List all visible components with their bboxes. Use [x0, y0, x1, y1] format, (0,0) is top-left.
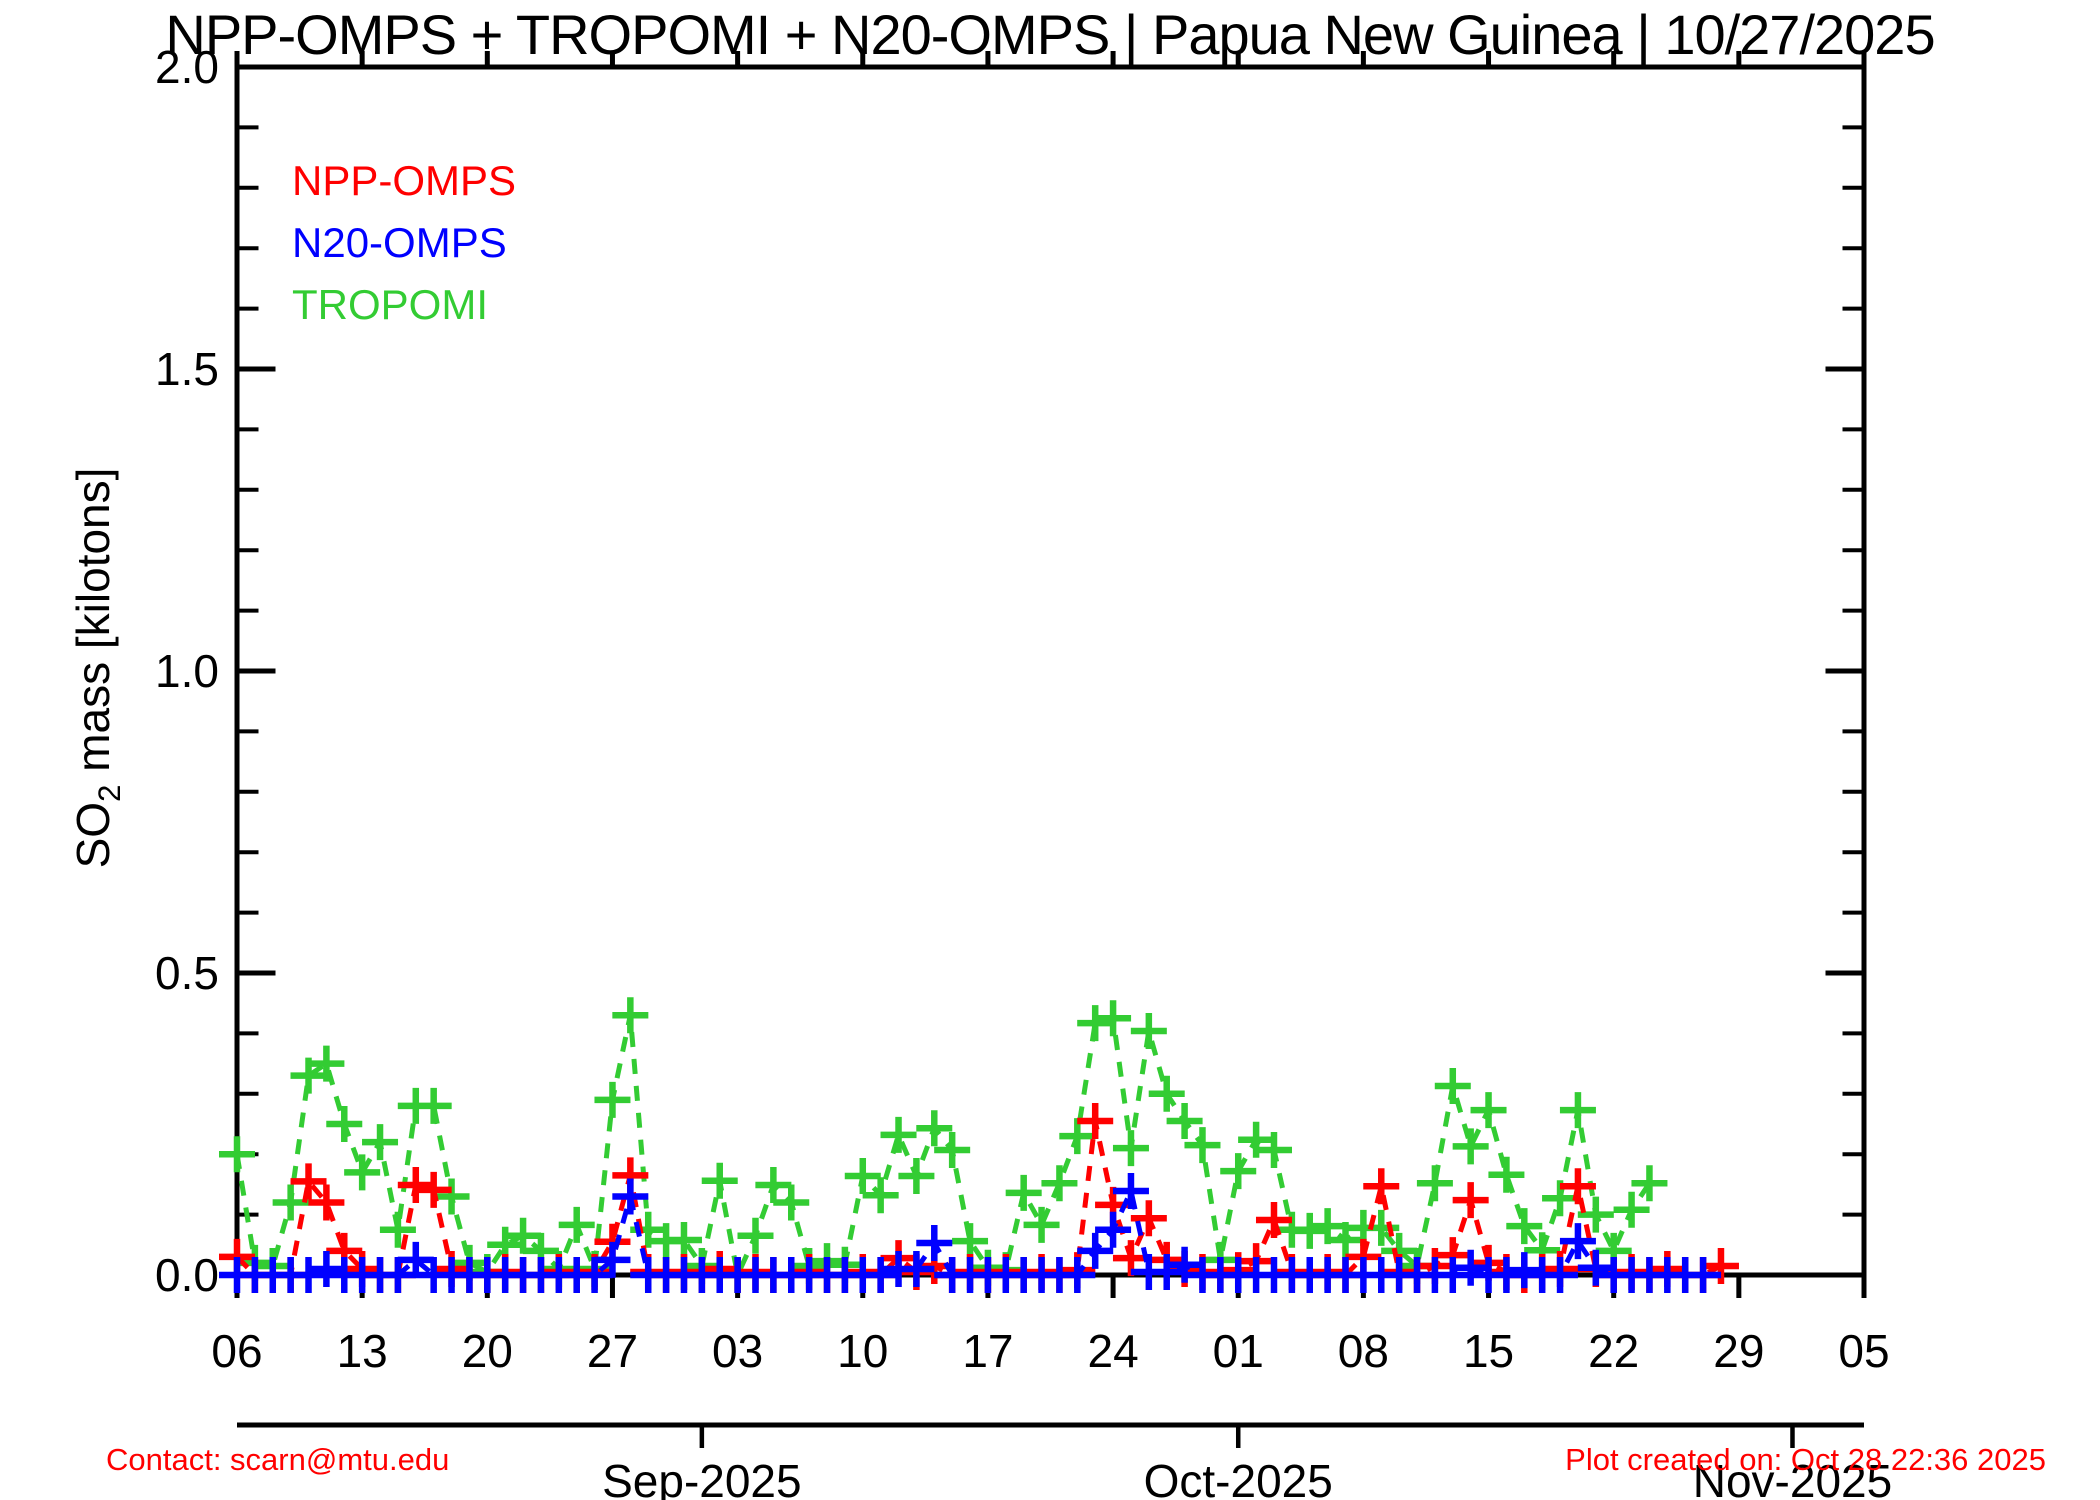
x-tick-label: 24 [1087, 1325, 1138, 1377]
series-n20-omps [219, 1173, 1722, 1293]
legend-item-npp-omps: NPP-OMPS [292, 157, 517, 204]
plot-created-text: Plot created on: Oct 28 22:36 2025 [1565, 1442, 2046, 1477]
x-tick-label: 01 [1213, 1325, 1264, 1377]
month-label: Oct-2025 [1144, 1455, 1333, 1500]
legend-item-n20-omps: N20-OMPS [292, 219, 507, 266]
x-tick-label: 27 [587, 1325, 638, 1377]
chart-legend: NPP-OMPS N20-OMPS TROPOMI [292, 150, 516, 336]
chart-title: NPP-OMPS + TROPOMI + N20-OMPS | Papua Ne… [165, 3, 1935, 66]
x-tick-label: 20 [462, 1325, 513, 1377]
y-tick-label: 0.0 [155, 1249, 219, 1301]
x-tick-label: 10 [837, 1325, 888, 1377]
x-tick-label: 06 [211, 1325, 262, 1377]
y-tick-label: 2.0 [155, 41, 219, 93]
contact-text: Contact: scarn@mtu.edu [106, 1442, 450, 1477]
legend-item-tropomi: TROPOMI [292, 281, 488, 328]
y-tick-label: 0.5 [155, 947, 219, 999]
x-tick-label: 03 [712, 1325, 763, 1377]
x-tick-label: 29 [1713, 1325, 1764, 1377]
month-label: Nov-2025 [1693, 1455, 1892, 1500]
month-label: Sep-2025 [602, 1455, 802, 1500]
x-tick-label: 08 [1338, 1325, 1389, 1377]
x-tick-label: 13 [337, 1325, 388, 1377]
y-axis-title: SO2 mass [kilotons] [67, 467, 127, 869]
y-tick-label: 1.5 [155, 343, 219, 395]
x-tick-label: 17 [962, 1325, 1013, 1377]
x-tick-label: 22 [1588, 1325, 1639, 1377]
x-tick-label: 05 [1838, 1325, 1889, 1377]
x-tick-label: 15 [1463, 1325, 1514, 1377]
y-tick-label: 1.0 [155, 645, 219, 697]
